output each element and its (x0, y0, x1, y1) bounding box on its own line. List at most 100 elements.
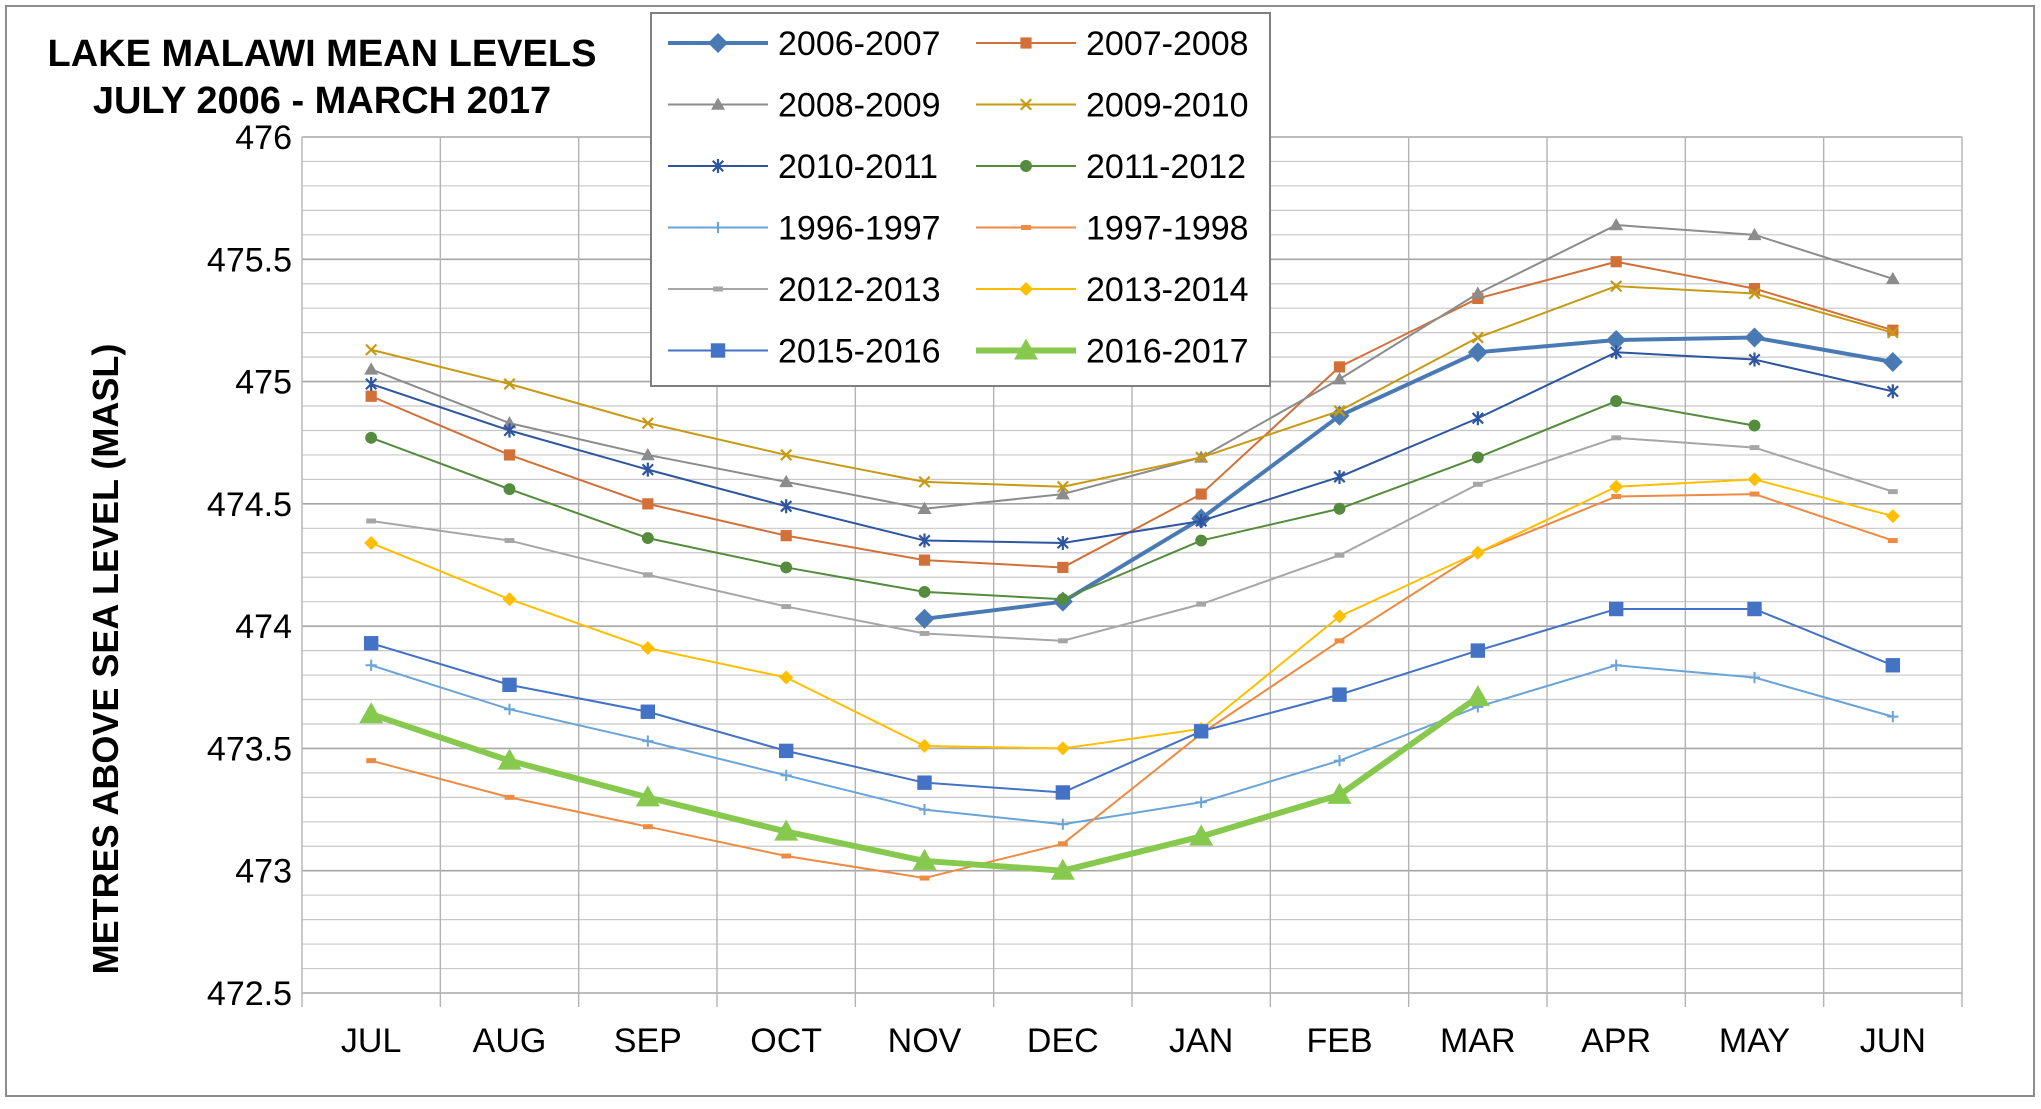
data-point (780, 448, 793, 461)
x-tick-label: OCT (750, 1022, 822, 1060)
data-point (917, 738, 932, 753)
data-point (635, 785, 660, 807)
data-point (1195, 534, 1208, 547)
series-line (922, 335, 1895, 621)
data-point (504, 794, 515, 800)
data-point (1195, 488, 1207, 500)
legend-label: 2008-2009 (778, 87, 941, 125)
legend-item: 2009-2010 (976, 87, 1249, 125)
data-point (779, 474, 794, 488)
data-point (365, 659, 377, 671)
legend-marker (1019, 282, 1033, 296)
data-point (1467, 342, 1488, 363)
data-point (1050, 858, 1075, 880)
data-point (502, 416, 517, 429)
data-point (1057, 818, 1069, 830)
data-point (1749, 491, 1760, 497)
x-tick-label: AUG (473, 1022, 547, 1060)
series-2010-2011 (365, 345, 1899, 550)
series-line (370, 608, 1894, 794)
data-point (1471, 331, 1484, 344)
legend-item: 1997-1998 (976, 210, 1249, 248)
data-point (1610, 256, 1622, 268)
data-point (780, 561, 793, 574)
data-point (912, 848, 937, 870)
series-2006-2007 (914, 327, 1903, 629)
data-point (919, 630, 930, 636)
data-point (780, 530, 792, 542)
data-point (917, 775, 932, 790)
legend-label: 2011-2012 (1086, 148, 1246, 186)
x-tick-label: SEP (614, 1022, 682, 1060)
x-tick-label: MAY (1719, 1022, 1790, 1060)
legend-marker (711, 97, 725, 110)
data-point (642, 735, 654, 747)
data-point (640, 447, 655, 461)
axes: 472.5 473 473.5 474 474.5 475 475.5 476 JUL AUG SE… (207, 119, 1926, 1060)
legend-item: 2011-2012 (976, 148, 1246, 186)
series-1996-1997 (365, 659, 1899, 830)
legend-label: 1996-1997 (778, 210, 941, 248)
data-point (503, 377, 516, 391)
data-point (642, 498, 654, 510)
data-point (1334, 638, 1345, 644)
series-line (370, 285, 1894, 488)
data-point (1747, 472, 1762, 487)
data-point (365, 377, 378, 392)
series-line (370, 493, 1894, 880)
data-point (1748, 352, 1761, 367)
data-point (774, 819, 799, 841)
data-point (640, 641, 655, 656)
legend-item: 2015-2016 (668, 333, 941, 371)
data-point (1610, 395, 1623, 408)
series-line (370, 664, 1894, 826)
data-point (497, 748, 522, 770)
data-point (1332, 372, 1347, 385)
data-point (1470, 545, 1485, 560)
data-point (1332, 687, 1347, 702)
data-point (1333, 469, 1346, 484)
data-point (1610, 345, 1623, 360)
data-point (503, 703, 516, 715)
data-point (1465, 685, 1490, 707)
y-tick-label: 473 (235, 853, 292, 891)
data-point (1887, 538, 1898, 544)
series-line (370, 351, 1894, 544)
data-point (1748, 419, 1761, 432)
data-point (1470, 286, 1485, 299)
legend-marker (1019, 98, 1033, 111)
data-point (642, 824, 653, 830)
data-point (781, 604, 792, 610)
data-point (1887, 711, 1899, 723)
data-point (1471, 451, 1484, 464)
data-point (1744, 327, 1765, 348)
data-point (1056, 535, 1069, 550)
data-point (363, 636, 379, 651)
data-point (364, 362, 379, 375)
data-point (365, 343, 378, 356)
data-point (642, 572, 653, 578)
legend-label: 1997-1998 (1086, 210, 1249, 248)
legend-item: 2007-2008 (976, 25, 1249, 63)
data-point (1882, 352, 1903, 373)
y-tick-label: 474 (235, 608, 292, 646)
y-tick-label: 475.5 (207, 241, 292, 279)
data-point (1611, 494, 1622, 500)
series-line (370, 478, 1894, 750)
legend-marker (710, 343, 726, 358)
series-2012-2013 (366, 435, 1898, 644)
data-point (1057, 561, 1069, 574)
legend-marker (1020, 37, 1032, 49)
data-point (1748, 283, 1761, 295)
data-point (641, 532, 654, 545)
data-point (503, 449, 516, 461)
data-point (1748, 287, 1761, 300)
data-point (1885, 509, 1900, 524)
data-point (918, 533, 931, 548)
data-point (640, 704, 656, 719)
data-point (781, 853, 792, 859)
data-point (1327, 782, 1352, 804)
data-point (778, 743, 794, 759)
data-point (1472, 481, 1483, 487)
